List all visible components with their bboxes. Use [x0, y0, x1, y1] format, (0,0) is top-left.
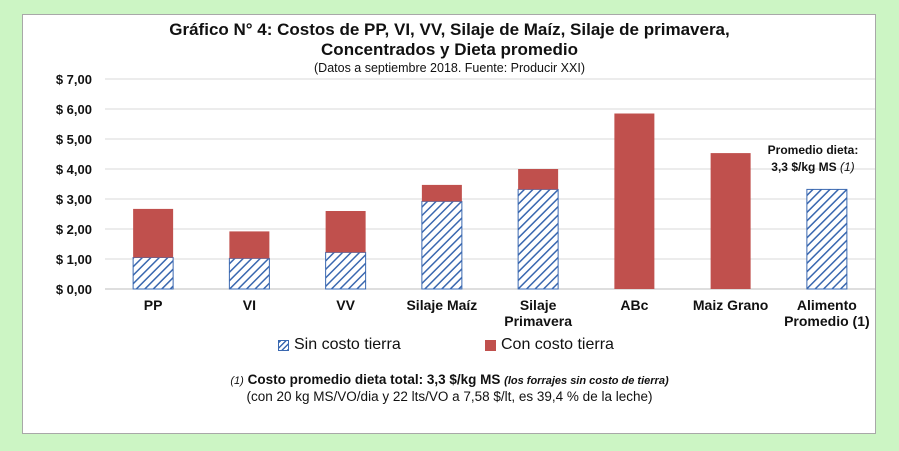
bar-sin-costo — [806, 188, 848, 290]
legend-item-sin-costo: Sin costo tierra — [278, 336, 401, 354]
footnote-line2: (con 20 kg MS/VO/dia y 22 lts/VO a 7,58 … — [246, 389, 653, 404]
chart-title-line1: Gráfico N° 4: Costos de PP, VI, VV, Sila… — [169, 20, 730, 39]
y-tick-label: $ 4,00 — [56, 162, 92, 177]
annotation-line1: Promedio dieta: — [767, 143, 859, 157]
bar-con-costo — [614, 113, 655, 289]
bar-sin-costo — [132, 257, 174, 290]
x-tick-label: Silaje — [520, 297, 557, 313]
x-tick-label: VI — [243, 297, 256, 313]
bar-sin-costo — [421, 200, 463, 290]
x-tick-label: Silaje Maíz — [406, 297, 477, 313]
bar-con-costo — [229, 231, 270, 259]
legend-label-sin-costo: Sin costo tierra — [294, 336, 401, 353]
x-tick-label: Primavera — [504, 313, 572, 329]
y-tick-label: $ 2,00 — [56, 222, 92, 237]
y-tick-label: $ 5,00 — [56, 132, 92, 147]
diet-average-annotation: Promedio dieta: 3,3 $/kg MS (1) — [748, 142, 878, 176]
bar-sin-costo — [517, 188, 559, 290]
y-tick-label: $ 6,00 — [56, 102, 92, 117]
bar-sin-costo — [325, 251, 367, 290]
footnote-main: Costo promedio dieta total: 3,3 $/kg MS — [247, 372, 501, 387]
y-tick-label: $ 3,00 — [56, 192, 92, 207]
bar-con-costo — [710, 153, 751, 289]
x-tick-label: Maiz Grano — [693, 297, 768, 313]
bar-con-costo — [518, 169, 559, 190]
chart-title-line2: Concentrados y Dieta promedio — [321, 40, 578, 59]
chart-subtitle: (Datos a septiembre 2018. Fuente: Produc… — [314, 61, 585, 75]
bar-con-costo — [421, 184, 462, 202]
bar-con-costo — [133, 208, 174, 258]
legend-label-con-costo: Con costo tierra — [501, 336, 614, 353]
annotation-value: 3,3 $/kg MS — [771, 160, 837, 174]
legend-item-con-costo: Con costo tierra — [485, 336, 614, 354]
legend-swatch-hatch — [278, 339, 289, 351]
legend-swatch-red — [485, 339, 496, 351]
bar-sin-costo — [228, 257, 270, 290]
annotation-line2: 3,3 $/kg MS (1) — [748, 159, 878, 176]
footnote-ref: (1) — [230, 375, 244, 387]
y-tick-label: $ 1,00 — [56, 252, 92, 267]
footnote-line1: (1) Costo promedio dieta total: 3,3 $/kg… — [0, 372, 899, 387]
y-tick-label: $ 0,00 — [56, 282, 92, 297]
footnote-italic: (los forrajes sin costo de tierra) — [504, 375, 669, 387]
y-tick-label: $ 7,00 — [56, 72, 92, 87]
x-tick-label: Alimento — [797, 297, 857, 313]
x-tick-label: ABc — [620, 297, 648, 313]
x-tick-label: PP — [144, 297, 163, 313]
x-tick-label: Promedio (1) — [784, 313, 870, 329]
annotation-ref: (1) — [840, 160, 855, 174]
x-tick-label: VV — [336, 297, 355, 313]
bar-con-costo — [325, 211, 366, 253]
